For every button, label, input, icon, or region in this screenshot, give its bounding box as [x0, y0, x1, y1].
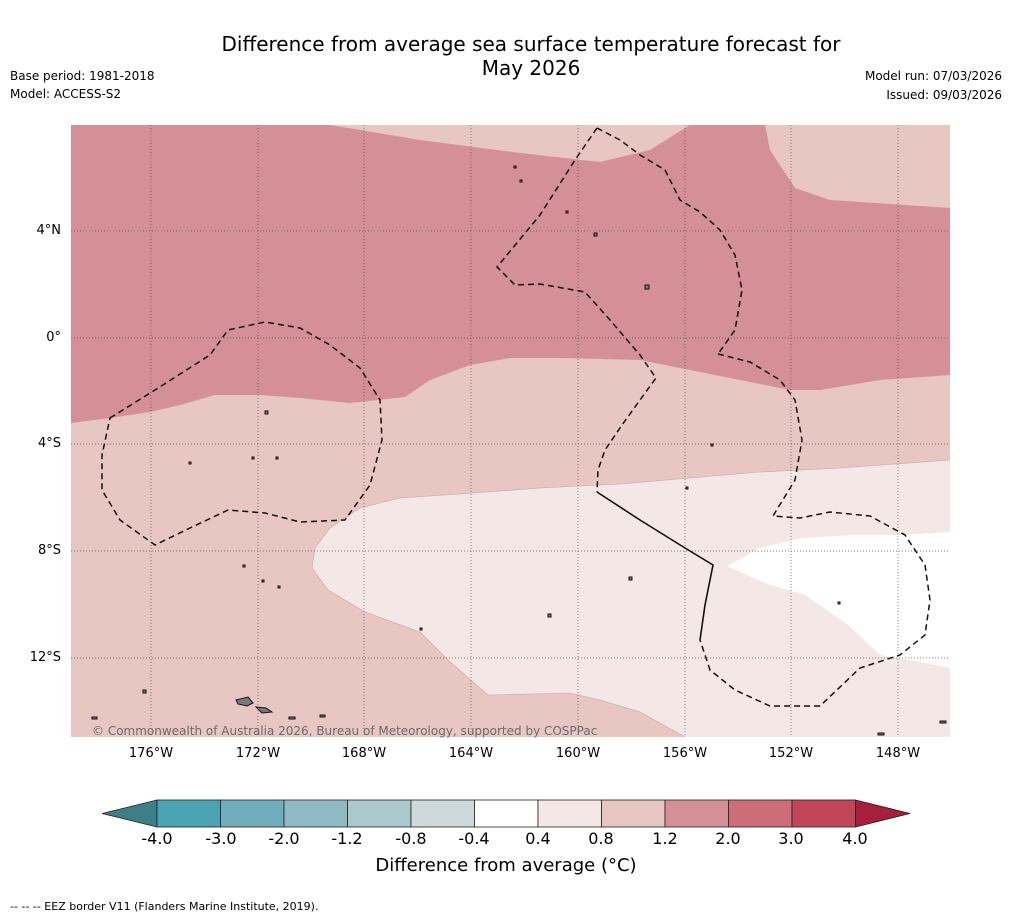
colorbar-label: -2.0 — [268, 829, 300, 848]
colorbar — [101, 799, 911, 828]
map-title-line2: May 2026 — [481, 56, 581, 80]
lon-tick-160W: 160°W — [555, 746, 601, 761]
island-9 — [275, 456, 279, 460]
colorbar-segment — [537, 799, 602, 828]
colorbar-label: -0.8 — [395, 829, 427, 848]
eez-border-french-polynesia — [699, 353, 931, 707]
island-12 — [628, 576, 633, 581]
colorbar-extend-low — [101, 799, 158, 828]
island-16 — [91, 716, 98, 720]
lon-tick-152W: 152°W — [768, 746, 814, 761]
issued-date: Issued: 09/03/2026 — [886, 88, 1002, 102]
region-anomaly-neutral — [727, 532, 950, 668]
island-8 — [251, 456, 255, 460]
map-title-line1: Difference from average sea surface temp… — [221, 32, 841, 56]
island-4 — [519, 179, 523, 183]
region-anomaly-0.4-0.8 — [312, 460, 950, 737]
colorbar-label: 1.2 — [652, 829, 678, 848]
colorbar-label: -4.0 — [141, 829, 173, 848]
island-3 — [513, 165, 517, 169]
island-21 — [261, 579, 265, 583]
lat-tick-12S: 12°S — [29, 650, 61, 665]
colorbar-segment — [283, 799, 348, 828]
island-23 — [877, 732, 885, 736]
island-24 — [939, 720, 947, 724]
colorbar-segment — [791, 799, 856, 828]
colorbar-label: -3.0 — [205, 829, 237, 848]
island-samoa-1 — [235, 696, 254, 707]
island-11 — [685, 486, 689, 490]
island-20 — [277, 585, 281, 589]
island-samoa-2 — [254, 706, 274, 714]
island-18 — [319, 714, 326, 718]
lon-tick-148W: 148°W — [875, 746, 921, 761]
island-6 — [264, 410, 269, 415]
lat-tick-4N: 4°N — [36, 223, 62, 238]
colorbar-title: Difference from average (°C) — [375, 855, 637, 876]
lon-tick-176W: 176°W — [128, 746, 174, 761]
island-17 — [288, 716, 296, 720]
colorbar-label: -0.4 — [458, 829, 490, 848]
lon-tick-172W: 172°W — [235, 746, 281, 761]
copyright-notice: © Commonwealth of Australia 2026, Bureau… — [92, 724, 598, 738]
eez-border-solid — [596, 491, 714, 641]
lat-tick-0: 0° — [46, 330, 61, 345]
eez-border-kiribati-west — [495, 127, 657, 493]
island-2 — [644, 284, 650, 290]
colorbar-segment — [664, 799, 729, 828]
island-5 — [565, 210, 569, 214]
lon-tick-156W: 156°W — [662, 746, 708, 761]
eez-legend-footnote: -- -- -- EEZ border V11 (Flanders Marine… — [10, 900, 319, 913]
colorbar-segment — [156, 799, 221, 828]
colorbar-segment — [410, 799, 475, 828]
lat-tick-4S: 4°S — [37, 436, 61, 451]
lat-tick-8S: 8°S — [37, 543, 61, 558]
colorbar-label: 2.0 — [715, 829, 741, 848]
island-15 — [142, 689, 147, 694]
island-1 — [593, 232, 598, 237]
map-title: Difference from average sea surface temp… — [160, 32, 902, 80]
colorbar-label: 3.0 — [778, 829, 804, 848]
island-14 — [419, 627, 423, 631]
lon-tick-164W: 164°W — [448, 746, 494, 761]
colorbar-label: 0.8 — [588, 829, 614, 848]
island-7 — [188, 461, 192, 465]
colorbar-segment — [220, 799, 285, 828]
colorbar-segment — [347, 799, 412, 828]
colorbar-label: 4.0 — [842, 829, 868, 848]
model-run: Model run: 07/03/2026 — [864, 69, 1002, 83]
model-name: Model: ACCESS-S2 — [10, 87, 122, 101]
island-19 — [242, 564, 246, 568]
colorbar-extend-high — [855, 799, 911, 828]
eez-border-kiribati-line — [596, 127, 743, 355]
eez-border-tokelau — [101, 321, 383, 546]
lon-tick-168W: 168°W — [341, 746, 387, 761]
region-anomaly-1.2-2.0 — [71, 125, 950, 423]
colorbar-segment — [474, 799, 539, 828]
colorbar-segment — [728, 799, 793, 828]
colorbar-label: -1.2 — [331, 829, 363, 848]
base-period: Base period: 1981-2018 — [10, 69, 155, 83]
island-22 — [837, 601, 841, 605]
colorbar-segment — [601, 799, 666, 828]
island-10 — [710, 443, 714, 447]
island-13 — [547, 613, 552, 618]
colorbar-label: 0.4 — [525, 829, 551, 848]
